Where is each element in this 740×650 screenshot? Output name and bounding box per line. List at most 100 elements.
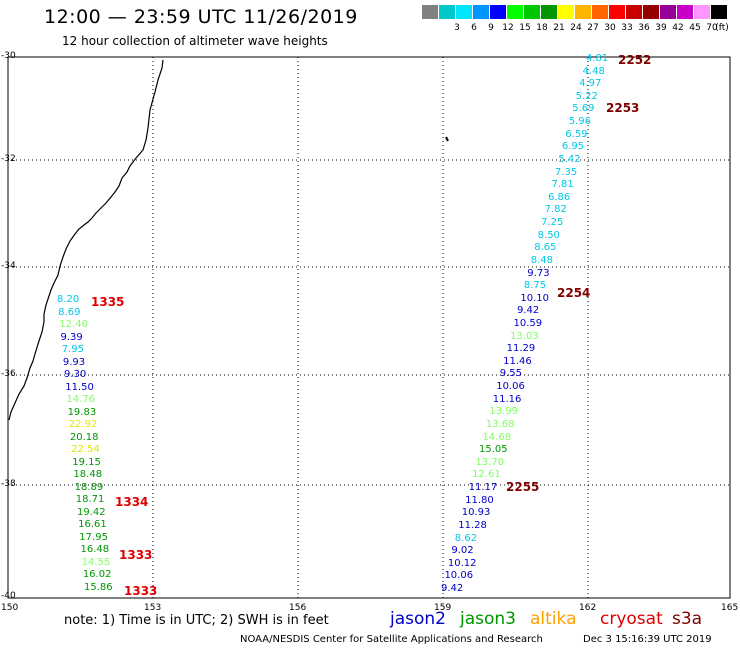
scale-swatch	[592, 5, 608, 19]
wave-height-label: 9.93	[62, 356, 86, 368]
coastline	[8, 59, 164, 421]
scale-swatch	[626, 5, 642, 19]
note-text: note: 1) Time is in UTC; 2) SWH is in fe…	[64, 613, 329, 628]
wave-height-label: 8.62	[454, 532, 478, 544]
scale-swatch	[677, 5, 693, 19]
lat-tick-label: -34	[1, 261, 16, 271]
wave-height-label: 16.48	[80, 544, 110, 556]
scale-swatch	[524, 5, 540, 19]
credit-text: NOAA/NESDIS Center for Satellite Applica…	[240, 634, 543, 645]
wave-height-label: 10.12	[447, 557, 477, 569]
time-label: 2252	[618, 53, 652, 67]
wave-height-label: 4.81	[586, 53, 609, 64]
wave-height-label: 7.81	[551, 179, 574, 191]
wave-height-label: 13.68	[485, 418, 515, 430]
wave-height-label: 4.97	[579, 78, 602, 90]
wave-height-label: 9.42	[441, 583, 464, 594]
wave-height-label: 19.83	[67, 406, 97, 418]
wave-height-label: 20.18	[69, 431, 99, 443]
scale-label: 42	[672, 23, 684, 33]
time-label: 1335	[91, 295, 125, 309]
wave-height-label: 10.06	[496, 381, 525, 393]
wave-height-label: 14.55	[81, 556, 111, 568]
wave-height-label: 6.59	[565, 128, 588, 140]
wave-height-label: 11.17	[468, 482, 498, 494]
map-frame	[7, 56, 731, 599]
scale-label: 9	[488, 23, 494, 33]
scale-label: 15	[519, 23, 531, 33]
wave-height-label: 12.61	[472, 469, 501, 481]
scale-swatch	[490, 5, 506, 19]
wave-height-label: 8.50	[537, 229, 560, 241]
grid-lines	[8, 57, 730, 598]
wave-height-label: 18.48	[73, 469, 103, 481]
wave-height-label: 8.48	[530, 254, 554, 266]
wave-height-label: 9.42	[516, 305, 540, 317]
wave-height-label: 5.22	[575, 90, 598, 102]
scale-label: 6	[471, 23, 477, 33]
scale-swatch	[422, 5, 438, 19]
wave-height-label: 11.28	[458, 519, 487, 531]
wave-height-label: 17.95	[79, 531, 108, 543]
wave-height-label: 15.86	[84, 582, 113, 593]
wave-height-label: 10.10	[520, 292, 550, 304]
time-label: 1333	[119, 548, 153, 562]
lat-tick-label: -32	[1, 154, 16, 164]
wave-height-label: 15.05	[478, 444, 508, 456]
lat-tick-label: -36	[1, 369, 16, 379]
scale-label: 30	[604, 23, 616, 33]
wave-height-label: 9.30	[64, 369, 87, 381]
wave-height-label: 18.89	[74, 481, 104, 493]
scale-swatch	[473, 5, 489, 19]
wave-height-label: 11.46	[503, 355, 532, 367]
legend-item-s3a: s3a	[672, 609, 703, 629]
wave-height-label: 8.65	[534, 242, 557, 254]
scale-swatch	[694, 5, 710, 19]
scale-swatch	[711, 5, 727, 19]
wave-height-label: 7.25	[541, 217, 564, 229]
scale-swatch	[456, 5, 472, 19]
legend-item-jason3: jason3	[460, 609, 516, 629]
scale-label: 39	[655, 23, 667, 33]
lon-tick-label: 156	[289, 603, 307, 613]
wave-height-label: 9.02	[451, 545, 474, 557]
scale-swatch	[507, 5, 523, 19]
wave-height-label: 5.96	[568, 116, 591, 128]
wave-height-label: 8.20	[57, 294, 80, 305]
scale-label: 33	[621, 23, 633, 33]
wave-height-label: 11.80	[465, 494, 494, 506]
timestamp: Dec 3 15:16:39 UTC 2019	[583, 634, 712, 645]
legend-item-altika: altika	[530, 609, 577, 629]
wave-height-label: 4.48	[582, 65, 605, 77]
wave-height-label: 10.59	[513, 318, 543, 329]
scale-label: 24	[570, 23, 582, 33]
scale-swatch	[660, 5, 676, 19]
legend-item-cryosat: cryosat	[600, 609, 663, 629]
scale-label: 45	[689, 23, 701, 33]
wave-height-label: 11.16	[492, 393, 522, 405]
scale-swatch	[541, 5, 557, 19]
wave-height-label: 9.73	[527, 267, 550, 279]
time-label: 2253	[606, 101, 640, 115]
scale-swatch	[439, 5, 455, 19]
time-label: 1333	[124, 584, 158, 598]
lon-tick-label: 150	[1, 603, 19, 613]
time-label: 2254	[557, 286, 591, 300]
lon-tick-label: 162	[579, 603, 597, 613]
scale-swatch	[643, 5, 659, 19]
wave-height-label: 10.06	[444, 570, 474, 582]
scale-swatch	[575, 5, 591, 19]
lat-tick-label: -40	[1, 591, 16, 601]
scale-unit: (ft)	[715, 23, 729, 33]
scale-label: 27	[587, 23, 599, 33]
wave-height-label: 9.55	[499, 368, 522, 380]
wave-height-label: 7.35	[554, 166, 578, 178]
wave-height-label: 18.71	[75, 494, 105, 506]
wave-height-label: 5.42	[558, 153, 581, 165]
scale-label: 21	[553, 23, 565, 33]
wave-height-label: 9.39	[60, 331, 83, 343]
wave-height-label: 16.61	[78, 519, 107, 531]
scale-label: 18	[536, 23, 548, 33]
scale-swatch	[558, 5, 574, 19]
